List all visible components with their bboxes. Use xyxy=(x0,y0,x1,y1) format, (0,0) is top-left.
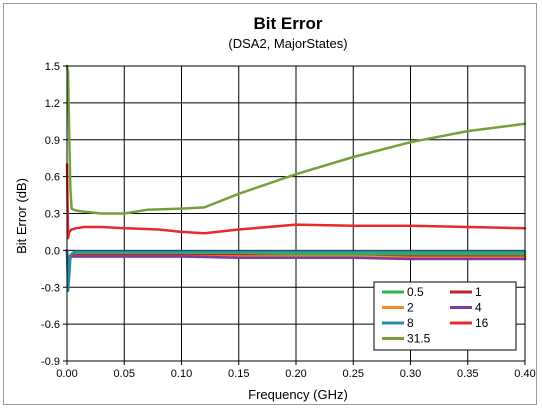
y-tick-label: -0.3 xyxy=(41,282,60,294)
series-layer xyxy=(65,64,527,293)
legend-entry-label: 8 xyxy=(407,316,414,330)
y-tick-label: 0.0 xyxy=(45,245,60,257)
x-tick-label: 0.30 xyxy=(400,368,421,380)
x-tick-label: 0.25 xyxy=(343,368,364,380)
y-tick-label: 1.5 xyxy=(45,61,60,73)
x-tick-label: 0.20 xyxy=(285,368,306,380)
x-tick-label: 0.10 xyxy=(171,368,192,380)
legend-entry-label: 0.5 xyxy=(407,285,424,299)
x-tick-label: 0.35 xyxy=(457,368,478,380)
series-line-8 xyxy=(65,249,527,293)
legend-entry-label: 4 xyxy=(475,301,482,315)
legend-entry-label: 16 xyxy=(475,316,489,330)
x-tick-label: 0.05 xyxy=(114,368,135,380)
legend-entry-label: 31.5 xyxy=(407,332,431,346)
tick-layer: 0.00 0.05 0.10 0.15 0.20 0.25 0.30 0.35 0.40 -0.9… xyxy=(41,61,536,380)
legend-entry-label: 2 xyxy=(407,301,414,315)
y-axis-label: Bit Error (dB) xyxy=(14,178,29,254)
series-line-16 xyxy=(65,163,527,240)
x-tick-label: 0.15 xyxy=(228,368,249,380)
y-tick-label: 0.6 xyxy=(45,172,60,184)
y-tick-label: -0.9 xyxy=(41,356,60,368)
bit-error-chart: Bit Error (DSA2, MajorStates) 0.00 0.05 0.… xyxy=(14,14,536,402)
y-tick-label: 0.3 xyxy=(45,209,60,221)
chart-subtitle: (DSA2, MajorStates) xyxy=(228,36,347,51)
y-tick-label: 1.2 xyxy=(45,98,60,110)
x-tick-label: 0.00 xyxy=(56,368,77,380)
legend: 0.5 1 2 4 8 16 31.5 xyxy=(373,281,517,351)
series-line-31-5 xyxy=(65,64,527,215)
chart-frame: Bit Error (DSA2, MajorStates) 0.00 0.05 0.… xyxy=(3,3,537,405)
y-tick-label: -0.6 xyxy=(41,319,60,331)
y-tick-label: 0.9 xyxy=(45,135,60,147)
x-tick-label: 0.40 xyxy=(514,368,535,380)
chart-title: Bit Error xyxy=(254,14,323,33)
legend-entry-label: 1 xyxy=(475,285,482,299)
x-axis-label: Frequency (GHz) xyxy=(248,387,348,402)
